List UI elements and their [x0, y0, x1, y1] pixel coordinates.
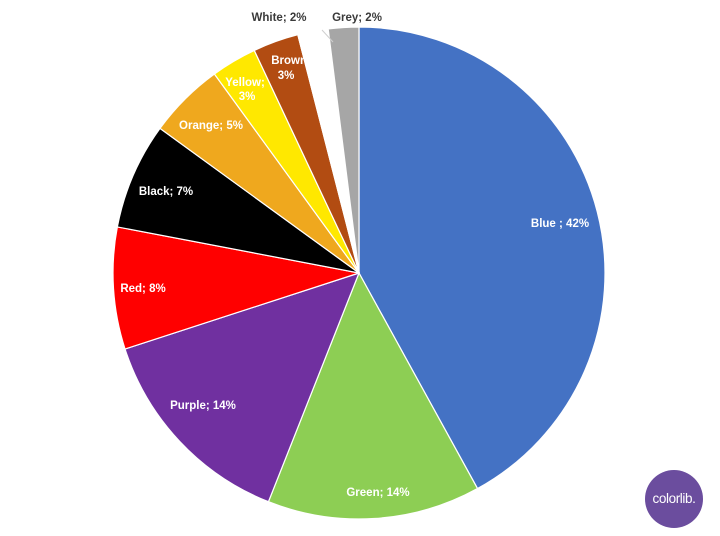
- colorlib-logo-text: colorlib.: [652, 491, 696, 507]
- slice-label-white: White; 2%: [252, 12, 307, 24]
- slice-label-blue: Blue ; 42%: [531, 218, 589, 230]
- slice-label-yellow-line2: 3%: [239, 91, 256, 103]
- pie-label-group: Blue ; 42% Green; 14% Purple; 14% Red; 8…: [120, 12, 589, 499]
- pie-slice-red[interactable]: [112, 226, 360, 350]
- pie-slice-green[interactable]: [267, 271, 479, 520]
- colorlib-watermark-logo: colorlib.: [645, 470, 703, 528]
- slice-label-grey: Grey; 2%: [332, 12, 382, 24]
- pie-slice-grey[interactable]: [327, 26, 360, 274]
- slice-label-purple: Purple; 14%: [170, 400, 236, 412]
- slice-label-yellow-line1: Yellow;: [225, 77, 265, 89]
- pie-slice-black[interactable]: [116, 127, 360, 274]
- slice-label-orange: Orange; 5%: [179, 120, 243, 132]
- slice-label-green: Green; 14%: [346, 487, 409, 499]
- pie-slice-blue[interactable]: [358, 26, 606, 490]
- leader-line-group: [321, 29, 334, 43]
- slice-label-brown-line2: 3%: [278, 70, 295, 82]
- slice-label-red: Red; 8%: [120, 283, 165, 295]
- slice-label-brown-line1: Brown;: [271, 55, 311, 67]
- slice-label-black: Black; 7%: [139, 186, 193, 198]
- white-slice-leader-line: [321, 29, 334, 43]
- pie-slice-group: [112, 26, 606, 520]
